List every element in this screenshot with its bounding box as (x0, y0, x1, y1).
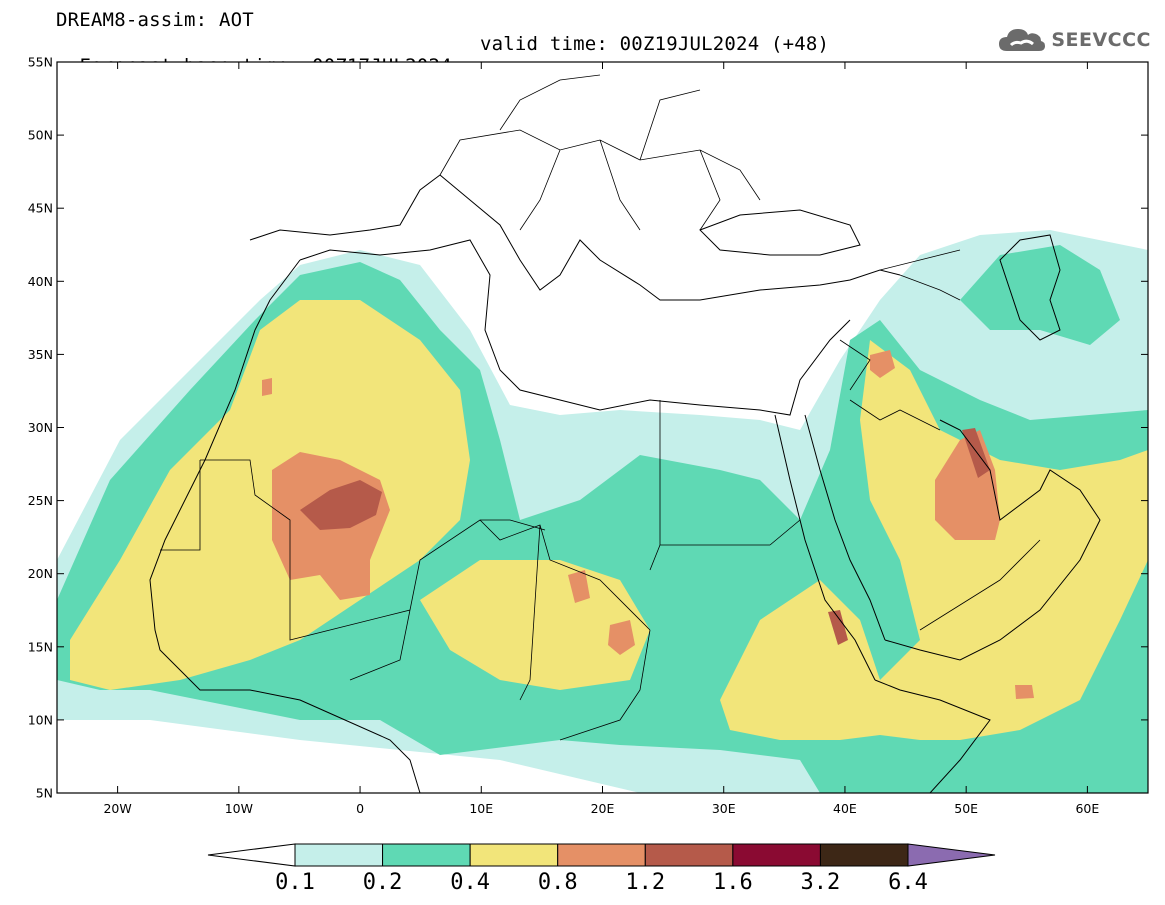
lat-tick-label: 30N (28, 420, 53, 435)
red-sea-west (774, 414, 876, 681)
aot-contour-0.2-caspian (960, 245, 1120, 345)
colorbar-level-label: 0.1 (275, 870, 315, 895)
lon-tick-label: 0 (356, 801, 364, 816)
horn-of-africa (874, 679, 991, 793)
logo-text: SEEVCCC (1051, 29, 1151, 51)
country-borders (160, 74, 1041, 741)
lon-tick-label: 10E (469, 801, 493, 816)
coastlines (149, 174, 1101, 793)
colorbar-level-label: 0.8 (537, 870, 578, 895)
seevccc-logo: SEEVCCC (997, 22, 1151, 58)
border-lines (160, 339, 1041, 741)
red-sea-east (804, 414, 886, 641)
colorbar (207, 843, 996, 867)
lat-tick-label: 35N (28, 347, 53, 362)
mediterranean-south-coast (299, 239, 851, 416)
longitude-axis: 20W 10W 0 10E 20E 30E 40E 50E 60E (103, 62, 1099, 816)
aot-contour-0.8-sudan (568, 570, 590, 603)
lon-tick-label: 30E (712, 801, 736, 816)
colorbar-level-label: 6.4 (888, 870, 928, 895)
lat-tick-label: 40N (28, 274, 53, 289)
europe-coast (249, 174, 901, 301)
colorbar-level-label: 1.2 (625, 870, 666, 895)
black-sea (699, 209, 861, 256)
lat-tick-label: 10N (28, 712, 53, 727)
lon-tick-label: 50E (954, 801, 978, 816)
colorbar-swatch (382, 843, 471, 867)
colorbar-swatch (644, 843, 734, 867)
lon-tick-label: 20W (103, 801, 131, 816)
valid-time-text: valid time: 00Z19JUL2024 (+48) (480, 33, 830, 55)
colorbar-swatch (732, 843, 821, 867)
africa-coastline (149, 259, 421, 793)
map-title: DREAM8-assim: AOT (56, 9, 254, 31)
arabia-coast (884, 419, 1101, 661)
colorbar-level-label: 3.2 (800, 870, 841, 895)
europe-borders (439, 74, 961, 301)
caspian-sea (999, 234, 1061, 341)
lat-tick-label: 15N (28, 639, 53, 654)
lon-tick-label: 40E (833, 801, 857, 816)
colorbar-swatch (469, 843, 559, 867)
colorbar-under-arrow (207, 843, 296, 867)
lon-tick-label: 60E (1075, 801, 1099, 816)
lat-tick-label: 55N (28, 55, 53, 70)
latitude-axis: 55N 50N 45N 40N 35N 30N 25N 20N 15N 10N 5N (28, 55, 1148, 801)
colorbar-level-label: 0.2 (362, 870, 403, 895)
aot-contour-1.2-red-sea (828, 610, 848, 645)
lat-tick-label: 50N (28, 128, 53, 143)
colorbar-swatch (294, 843, 384, 867)
lat-tick-label: 45N (28, 201, 53, 216)
colorbar-swatch (819, 843, 909, 867)
colorbar-swatch (557, 843, 646, 867)
colorbar-level-label: 1.6 (712, 870, 753, 895)
lat-tick-label: 20N (28, 566, 53, 581)
lat-tick-label: 25N (28, 493, 53, 508)
aot-contour-0.4-east (720, 340, 1148, 740)
aot-field (57, 62, 1148, 793)
colorbar-over-arrow (907, 843, 996, 867)
lon-tick-label: 10W (225, 801, 253, 816)
lon-tick-label: 20E (591, 801, 615, 816)
aot-contour-0.4-central (420, 560, 650, 690)
colorbar-level-label: 0.4 (450, 870, 491, 895)
aot-contour-0.8-yemen (1015, 685, 1034, 699)
cloud-icon (999, 29, 1046, 51)
aot-contour-0.8-morocco (262, 378, 272, 396)
aot-contour-0.8-iraq (870, 350, 895, 378)
aot-contour-1.2-gulf (962, 428, 990, 478)
aot-contour-1.2-sahara (300, 480, 382, 530)
lat-tick-label: 5N (36, 786, 53, 801)
aot-contour-0.8-chad (608, 620, 635, 655)
